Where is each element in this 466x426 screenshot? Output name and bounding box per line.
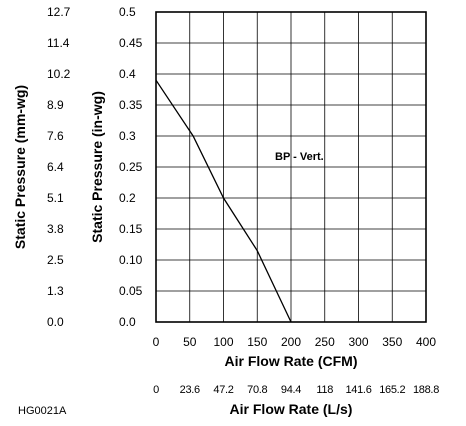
y-secondary-tick-label: 8.9	[47, 98, 64, 112]
y-tick-label: 0.5	[119, 5, 136, 19]
x-axis-secondary-title: Air Flow Rate (L/s)	[230, 401, 353, 417]
x-tick-label: 100	[213, 335, 233, 349]
y-tick-label: 0.15	[119, 222, 143, 236]
y-tick-label: 0.45	[119, 36, 143, 50]
y-secondary-tick-label: 0.0	[47, 315, 64, 329]
series-line-0	[155, 79, 292, 323]
x-secondary-tick-label: 165.2	[379, 384, 405, 396]
x-tick-label: 150	[247, 335, 267, 349]
y-secondary-tick-label: 12.7	[47, 5, 71, 19]
x-secondary-tick-label: 188.8	[413, 384, 439, 396]
ticks: 0 50 100 150 200 250 300 350 400 0 23.6 47.2 70.8 94.…	[47, 5, 439, 396]
y-secondary-tick-label: 11.4	[47, 36, 70, 50]
y-axis-secondary-title: Static Pressure (mm-wg)	[12, 85, 28, 249]
x-tick-label: 200	[281, 335, 301, 349]
y-tick-label: 0.3	[119, 129, 136, 143]
x-secondary-tick-label: 118	[316, 384, 333, 396]
x-secondary-tick-label: 70.8	[247, 384, 267, 396]
x-tick-label: 300	[348, 335, 368, 349]
x-secondary-tick-label: 94.4	[281, 384, 301, 396]
x-tick-label: 350	[382, 335, 402, 349]
x-secondary-tick-label: 141.6	[345, 384, 371, 396]
y-tick-label: 0.2	[119, 191, 136, 205]
x-secondary-tick-label: 0	[153, 384, 159, 396]
y-tick-label: 0.05	[119, 284, 143, 298]
x-tick-label: 250	[315, 335, 335, 349]
series-layer	[155, 79, 292, 323]
y-axis-title: Static Pressure (in-wg)	[89, 91, 105, 243]
y-secondary-tick-label: 7.6	[47, 129, 64, 143]
y-tick-label: 0.35	[119, 98, 143, 112]
y-secondary-tick-label: 1.3	[47, 284, 64, 298]
series-annotation: BP - Vert.	[275, 151, 324, 163]
grid	[155, 11, 427, 323]
y-secondary-tick-label: 10.2	[47, 67, 71, 81]
y-secondary-tick-label: 2.5	[47, 253, 64, 267]
x-tick-label: 50	[183, 335, 197, 349]
y-tick-label: 0.10	[119, 253, 143, 267]
x-tick-label: 400	[416, 335, 436, 349]
y-tick-label: 0.25	[119, 160, 143, 174]
x-secondary-tick-label: 47.2	[213, 384, 233, 396]
y-tick-label: 0.0	[119, 315, 136, 329]
y-secondary-tick-label: 3.8	[47, 222, 64, 236]
x-secondary-tick-label: 23.6	[180, 384, 200, 396]
y-secondary-tick-label: 6.4	[47, 160, 64, 174]
x-axis-title: Air Flow Rate (CFM)	[225, 353, 358, 369]
y-tick-label: 0.4	[119, 67, 136, 81]
x-tick-label: 0	[153, 335, 160, 349]
y-secondary-tick-label: 5.1	[47, 191, 64, 205]
figure-code: HG0021A	[18, 405, 67, 417]
